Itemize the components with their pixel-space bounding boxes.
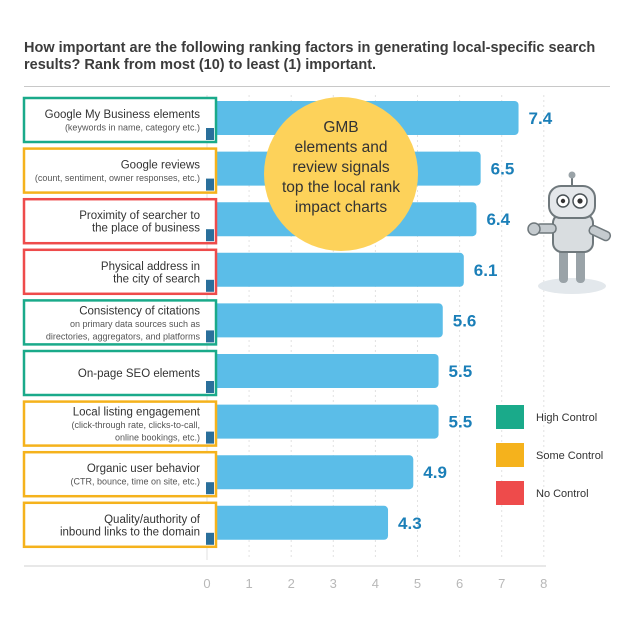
value-label: 5.6 [453,311,477,330]
category-label: the place of business [92,223,200,235]
legend-swatch [496,481,524,505]
category-tab [206,381,214,393]
x-tick-label: 7 [498,576,505,591]
category-label: on primary data sources such as [70,319,201,329]
category-label: Physical address in [101,261,200,273]
chart-title: How important are the following ranking … [24,40,596,73]
category-label: (click-through rate, clicks-to-call, [71,420,200,430]
category-label: Organic user behavior [87,463,200,475]
value-label: 6.5 [491,160,515,179]
x-tick-label: 4 [372,576,379,591]
callout-text: top the local rank [282,179,400,196]
value-label: 5.5 [449,413,473,432]
category-label: online bookings, etc.) [115,433,200,443]
category-label: Proximity of searcher to [79,210,200,222]
category-tab [206,482,214,495]
category-box [22,197,218,245]
callout-text: elements and [294,139,387,156]
x-tick-label: 1 [245,576,252,591]
category-label: (count, sentiment, owner responses, etc.… [35,173,200,183]
x-tick-label: 2 [288,576,295,591]
value-label: 6.4 [486,210,510,229]
category-box [22,96,218,144]
legend-swatch [496,405,524,429]
legend-swatch [496,443,524,467]
value-label: 4.3 [398,514,422,533]
x-tick-label: 8 [540,576,547,591]
category-box [22,248,218,296]
category-label: directories, aggregators, and platforms [46,331,201,341]
category-label: inbound links to the domain [60,526,200,538]
callout-text: review signals [292,159,390,176]
value-label: 6.1 [474,261,498,280]
x-tick-label: 0 [203,576,210,591]
category-label: the city of search [113,273,200,285]
category-box [22,147,218,194]
legend-label: High Control [536,412,597,424]
category-label: Google reviews [121,160,201,172]
category-label: Google My Business elements [45,109,201,121]
legend-label: Some Control [536,450,603,462]
bar [201,404,439,439]
bar [201,303,443,338]
category-box [22,450,218,498]
category-label: Quality/authority of [104,514,201,526]
category-box [22,400,218,447]
category-tab [206,279,214,292]
category-tab [206,532,214,545]
callout-text: impact charts [295,199,387,216]
category-tab [206,431,214,444]
category-label: Local listing engagement [73,407,201,419]
bar [201,455,414,490]
robot-mascot-icon [527,171,612,294]
category-box [22,349,218,397]
x-tick-label: 6 [456,576,463,591]
category-label: On-page SEO elements [78,368,200,380]
category-box [22,501,218,549]
value-label: 7.4 [529,109,553,128]
callout-text: GMB [323,119,358,136]
legend-label: No Control [536,488,589,500]
category-label: (CTR, bounce, time on site, etc.) [70,477,200,487]
category-tab [206,128,214,140]
title-divider [24,86,610,87]
callout-bubble [264,97,418,251]
value-label: 5.5 [449,362,473,381]
bar [201,354,439,388]
value-label: 4.9 [423,463,447,482]
category-tab [206,229,214,242]
category-tab [206,178,214,191]
bar [201,252,464,287]
category-label: (keywords in name, category etc.) [65,123,200,133]
x-tick-label: 3 [330,576,337,591]
x-tick-label: 5 [414,576,421,591]
category-label: Consistency of citations [79,305,200,317]
category-box [22,299,218,346]
bar [201,505,389,540]
category-tab [206,330,214,343]
